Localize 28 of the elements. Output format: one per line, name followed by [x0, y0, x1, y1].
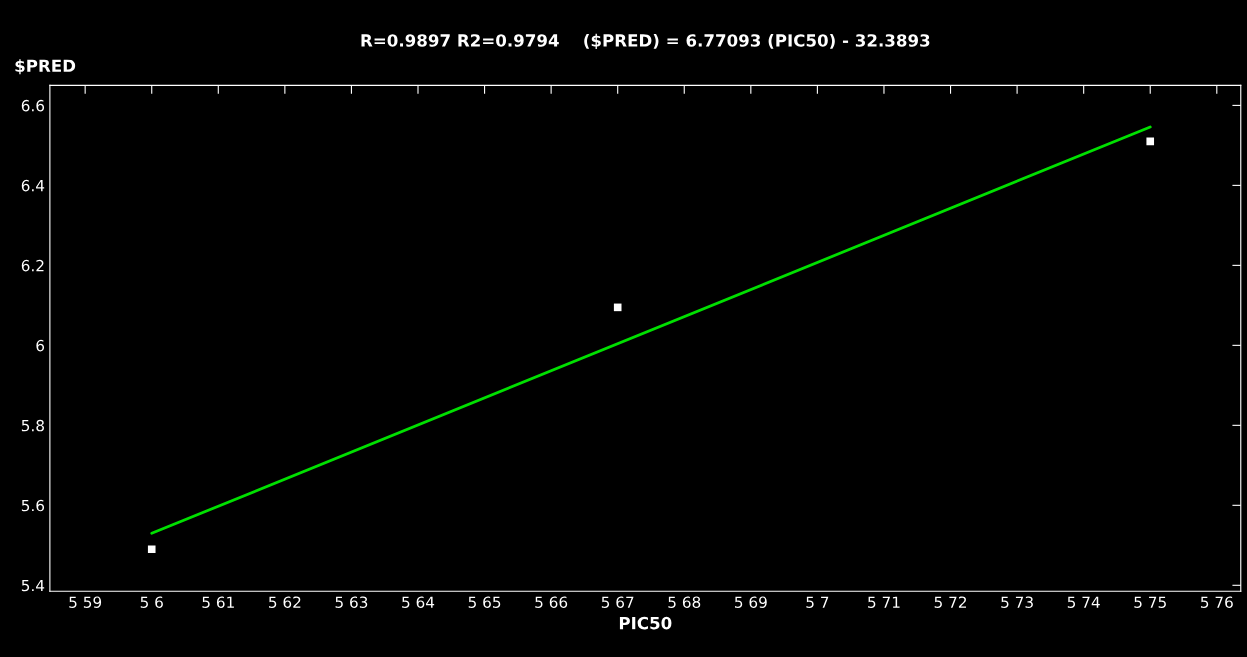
x-tick-label: 5 65: [468, 596, 501, 608]
x-tick-label: 5 68: [668, 596, 701, 608]
x-tick-label: 5 66: [535, 596, 568, 608]
y-tick-label: 5.4: [21, 579, 45, 592]
y-tick-label: 5.8: [21, 419, 44, 432]
x-tick-label: 5 69: [735, 596, 767, 608]
y-tick-label: 6: [36, 339, 45, 352]
y-tick-label: 5.6: [21, 499, 45, 512]
y-tick-label: 6.2: [21, 259, 44, 272]
x-axis-title: PIC50: [619, 616, 672, 630]
x-tick-label: 5 62: [269, 596, 301, 608]
chart-title: R=0.9897 R2=0.9794 ($PRED) = 6.77093 (PIC50) - 32.3893: [361, 33, 930, 49]
y-axis-title: $PRED: [15, 59, 76, 75]
x-tick-label: 5 61: [202, 596, 234, 608]
x-tick-label: 5 75: [1134, 596, 1166, 608]
x-tick-label: 5 6: [140, 596, 163, 608]
x-tick-label: 5 7: [806, 596, 829, 608]
x-tick-label: 5 67: [601, 596, 634, 608]
x-tick-label: 5 72: [934, 596, 967, 608]
x-tick-label: 5 59: [69, 596, 102, 608]
x-tick-label: 5 71: [868, 596, 900, 608]
x-tick-label: 5 76: [1200, 596, 1233, 608]
x-tick-label: 5 74: [1067, 596, 1100, 608]
x-tick-label: 5 63: [335, 596, 368, 608]
y-tick-label: 6.6: [21, 99, 45, 112]
x-tick-label: 5 64: [402, 596, 435, 608]
x-tick-label: 5 73: [1001, 596, 1033, 608]
y-tick-label: 6.4: [21, 179, 45, 192]
